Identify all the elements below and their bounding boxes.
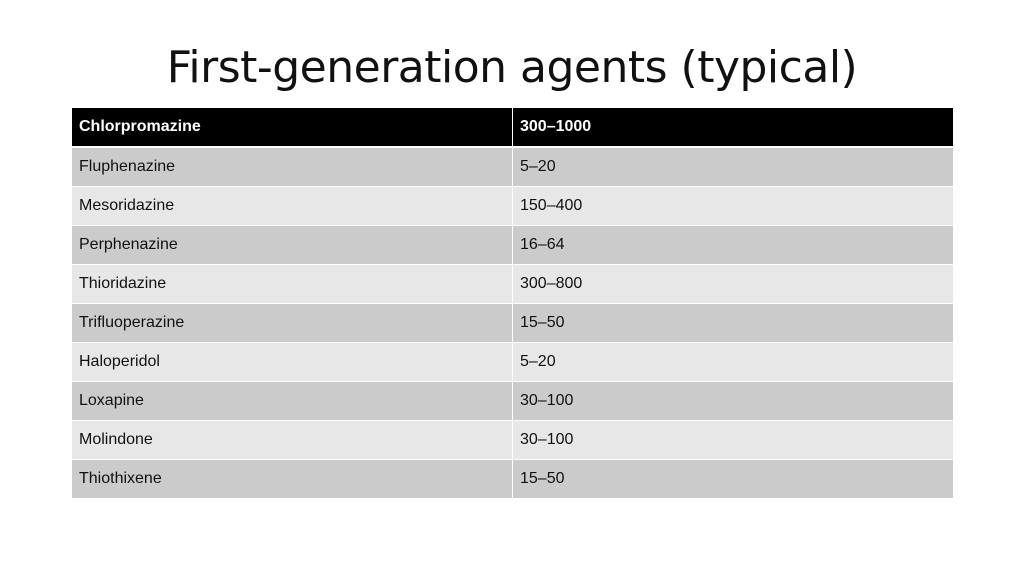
table-row: Haloperidol 5–20 xyxy=(71,342,954,382)
drug-dose-table: Chlorpromazine 300–1000 Fluphenazine 5–2… xyxy=(71,108,954,499)
table-cell-drug: Thiothixene xyxy=(71,459,513,499)
table-row: Trifluoperazine 15–50 xyxy=(71,303,954,343)
table-cell-dose: 30–100 xyxy=(512,381,954,421)
table-row: Thioridazine 300–800 xyxy=(71,264,954,304)
table-row: Mesoridazine 150–400 xyxy=(71,186,954,226)
table-cell-drug: Thioridazine xyxy=(71,264,513,304)
table-cell-dose: 300–800 xyxy=(512,264,954,304)
slide-title: First-generation agents (typical) xyxy=(166,42,858,93)
table-cell-dose: 300–1000 xyxy=(512,108,954,148)
table-row: Perphenazine 16–64 xyxy=(71,225,954,265)
table-cell-dose: 30–100 xyxy=(512,420,954,460)
table-cell-dose: 5–20 xyxy=(512,342,954,382)
table-row: Molindone 30–100 xyxy=(71,420,954,460)
table-cell-dose: 15–50 xyxy=(512,303,954,343)
table-cell-drug: Trifluoperazine xyxy=(71,303,513,343)
table-cell-dose: 15–50 xyxy=(512,459,954,499)
table-cell-drug: Molindone xyxy=(71,420,513,460)
table-cell-dose: 5–20 xyxy=(512,147,954,187)
table-row: Loxapine 30–100 xyxy=(71,381,954,421)
table-cell-drug: Mesoridazine xyxy=(71,186,513,226)
table-cell-drug: Chlorpromazine xyxy=(71,108,513,148)
table-cell-drug: Fluphenazine xyxy=(71,147,513,187)
table-cell-dose: 150–400 xyxy=(512,186,954,226)
table-cell-drug: Haloperidol xyxy=(71,342,513,382)
table-cell-drug: Perphenazine xyxy=(71,225,513,265)
table-row: Thiothixene 15–50 xyxy=(71,459,954,499)
table-cell-dose: 16–64 xyxy=(512,225,954,265)
table-cell-drug: Loxapine xyxy=(71,381,513,421)
table-row: Fluphenazine 5–20 xyxy=(71,147,954,187)
table-header-row: Chlorpromazine 300–1000 xyxy=(71,108,954,148)
